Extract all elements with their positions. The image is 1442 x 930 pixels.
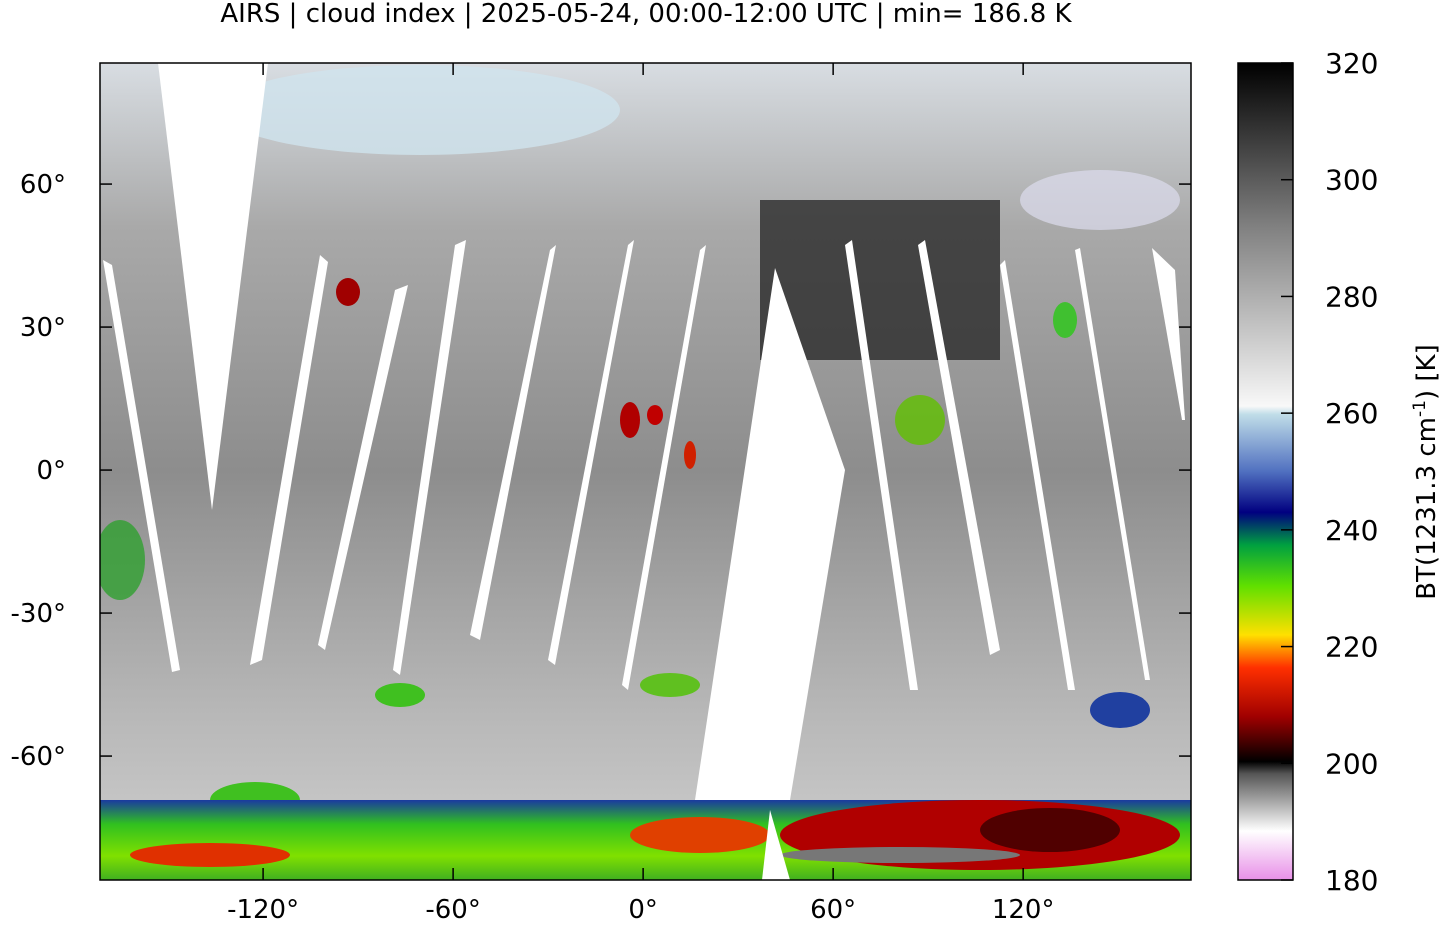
- plot-frame: [99, 62, 1192, 881]
- colorbar: [1237, 62, 1294, 881]
- colorbar-tick-label: 280: [1325, 280, 1378, 313]
- colorbar-tick-label: 180: [1325, 864, 1378, 897]
- x-tick-label: 60°: [810, 895, 856, 925]
- colorbar-tick-label: 300: [1325, 164, 1378, 197]
- colorbar-tick-label: 240: [1325, 514, 1378, 547]
- x-tick-label: -120°: [227, 895, 299, 925]
- title: AIRS | cloud index | 2025-05-24, 00:00-1…: [220, 0, 1072, 29]
- y-tick-label: 60°: [20, 170, 66, 200]
- colorbar-tick-label: 320: [1325, 47, 1378, 80]
- colorbar-tick-label: 260: [1325, 397, 1378, 430]
- x-tick-label: -60°: [425, 895, 480, 925]
- colorbar-label: BT(1231.3 cm-1) [K]: [1410, 344, 1442, 599]
- x-tick-label: 0°: [628, 895, 658, 925]
- colorbar-tick-label: 200: [1325, 747, 1378, 780]
- map-image: [100, 63, 1191, 880]
- colorbar-tick-label: 220: [1325, 631, 1378, 664]
- y-tick-label: 0°: [36, 456, 66, 486]
- x-tick-label: 120°: [992, 895, 1055, 925]
- y-tick-label: -30°: [11, 599, 66, 629]
- y-tick-label: 30°: [20, 313, 66, 343]
- y-tick-label: -60°: [11, 742, 66, 772]
